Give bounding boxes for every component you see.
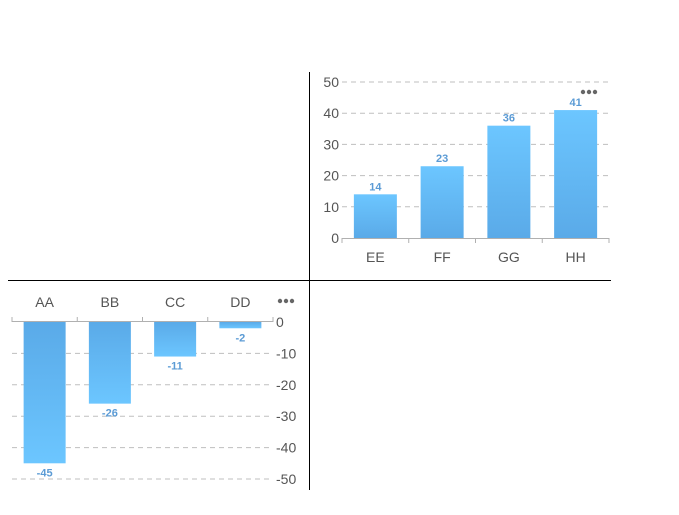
y-tick-label: -50 xyxy=(276,471,296,487)
bar[interactable] xyxy=(88,322,131,404)
bar[interactable] xyxy=(154,322,197,357)
y-tick-label: 0 xyxy=(331,230,339,246)
y-tick-label: -30 xyxy=(276,408,296,424)
y-tick-label: 20 xyxy=(323,168,339,184)
bar[interactable] xyxy=(487,125,531,238)
bar[interactable] xyxy=(219,322,262,329)
y-tick-label: -10 xyxy=(276,345,296,361)
chart-top-right: 0 10 20 30 40 50 14 EE 23 FF 36 GG 41 HH xyxy=(323,74,610,265)
x-category-label: GG xyxy=(498,249,520,265)
y-tick-label: 10 xyxy=(323,199,339,215)
more-dots-icon[interactable] xyxy=(277,298,295,304)
chart-bottom-left: 0 -10 -20 -30 -40 -50 -45 AA -26 BB -11 CC -2 DD xyxy=(11,294,296,487)
y-tick-label: 0 xyxy=(276,314,284,330)
y-tick-label: -20 xyxy=(276,377,296,393)
x-category-label: HH xyxy=(566,249,586,265)
data-label: -45 xyxy=(37,467,53,479)
x-category-label: AA xyxy=(35,294,54,310)
bar[interactable] xyxy=(23,322,66,464)
x-category-label: DD xyxy=(230,294,250,310)
x-category-label: EE xyxy=(366,249,385,265)
data-label: 41 xyxy=(570,97,582,109)
y-tick-label: 30 xyxy=(323,136,339,152)
more-dots-icon[interactable] xyxy=(580,89,598,95)
x-category-label: FF xyxy=(434,249,451,265)
x-category-label: BB xyxy=(101,294,120,310)
bar[interactable] xyxy=(353,194,397,238)
y-tick-label: 50 xyxy=(323,74,339,90)
data-label: -26 xyxy=(102,408,118,420)
bar[interactable] xyxy=(420,166,464,238)
y-tick-label: 40 xyxy=(323,105,339,121)
data-label: -11 xyxy=(167,361,182,373)
data-label: -2 xyxy=(235,332,245,344)
y-tick-label: -40 xyxy=(276,440,296,456)
x-category-label: CC xyxy=(165,294,185,310)
bar[interactable] xyxy=(554,110,598,238)
data-label: 36 xyxy=(503,113,515,125)
data-label: 23 xyxy=(436,153,448,165)
data-label: 14 xyxy=(369,181,382,193)
